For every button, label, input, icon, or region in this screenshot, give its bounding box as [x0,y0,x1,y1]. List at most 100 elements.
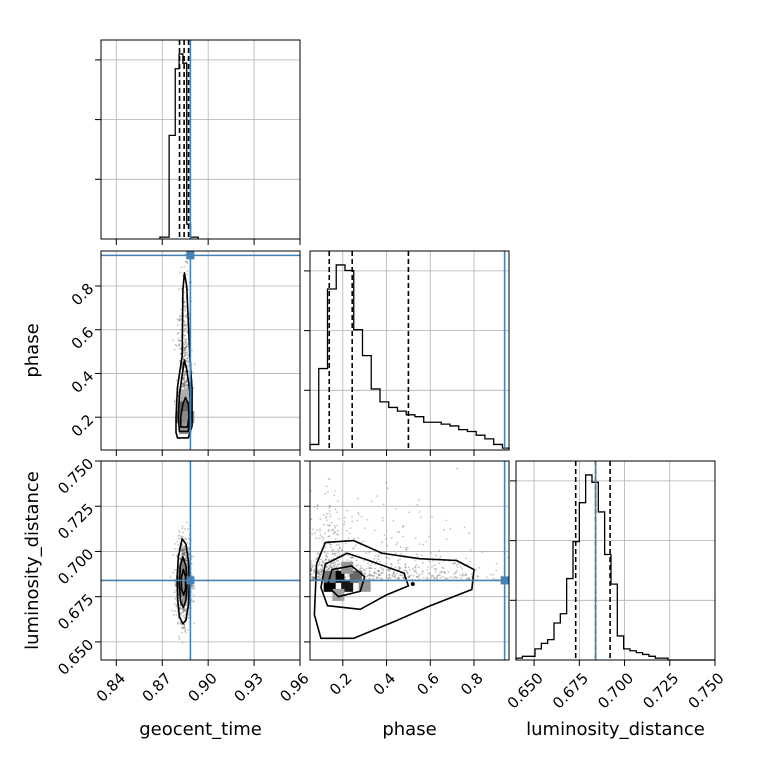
sample-point [439,555,442,558]
sample-point [322,560,325,563]
sample-point [363,527,366,530]
sample-point [427,566,429,568]
sample-point [416,555,419,558]
sample-point [177,534,180,537]
sample-point [336,500,339,503]
sample-point [177,622,179,625]
sample-point [184,551,187,554]
sample-point [305,579,307,581]
sample-point [332,529,334,532]
sample-point [382,571,384,574]
sample-point [177,621,180,624]
sample-point [183,552,185,555]
sample-point [389,563,392,565]
truth-marker [186,576,195,585]
sample-point [182,385,185,388]
sample-point [185,608,188,610]
sample-point [438,562,441,565]
sample-point [468,532,471,535]
x-tick-label: 0.725 [639,669,682,712]
sample-point [323,523,325,526]
sample-point [184,371,187,373]
sample-point [182,350,185,353]
sample-point [187,616,190,619]
sample-point [186,542,189,544]
sample-point [182,564,185,567]
sample-point [181,601,184,604]
sample-point [429,552,432,555]
truth-marker [186,251,195,260]
sample-point [409,574,412,577]
sample-point [174,585,177,588]
sample-point [453,562,456,565]
sample-point [336,559,339,562]
sample-point [322,561,325,564]
sample-point [326,568,328,571]
sample-point [397,562,400,564]
sample-point [391,575,394,578]
sample-point [372,575,375,578]
sample-point [376,570,379,572]
sample-point [183,308,185,311]
sample-point [179,606,181,609]
sample-point [191,371,194,374]
sample-point [412,574,415,577]
sample-point [414,559,417,562]
sample-point [183,355,185,358]
sample-point [315,558,318,561]
sample-point [334,563,337,566]
sample-point [356,497,359,500]
sample-point [369,567,372,569]
sample-point [182,384,185,387]
sample-point [319,568,322,571]
sample-point [175,345,178,347]
sample-point [176,610,179,613]
sample-point [177,544,180,546]
sample-point [396,572,398,575]
sample-point [317,576,320,579]
sample-point [382,517,384,519]
sample-point [321,539,324,541]
sample-point [318,570,321,572]
sample-point [177,529,180,532]
contour-line [180,568,187,596]
sample-point [415,569,417,572]
sample-point [182,596,185,598]
sample-point [185,560,188,562]
sample-point [185,562,188,565]
sample-point [183,323,186,325]
sample-point [193,622,195,625]
sample-point [175,554,178,557]
sample-point [183,343,185,346]
sample-point [368,574,371,577]
sample-point [347,575,350,577]
sample-point [402,525,405,528]
sample-point [185,383,188,386]
sample-point [341,549,343,552]
sample-point [316,552,319,555]
truth-marker [500,576,509,585]
sample-point [326,491,329,493]
sample-point [178,637,181,640]
sample-point [183,385,186,388]
x-tick-label: 0.650 [504,669,547,712]
sample-point [443,571,446,573]
sample-point [184,307,186,310]
sample-point [370,500,373,503]
sample-point [177,617,180,620]
sample-point [387,568,390,571]
sample-point [312,577,315,580]
sample-point [372,574,375,577]
sample-point [178,558,181,560]
sample-point [187,361,189,364]
sample-point [325,517,327,519]
sample-point [185,556,188,559]
sample-point [302,575,304,577]
sample-point [183,610,186,612]
sample-point [442,575,444,578]
sample-point [313,506,316,508]
sample-point [327,568,330,571]
sample-point [181,525,184,528]
sample-point [186,360,189,363]
sample-point [183,376,186,379]
